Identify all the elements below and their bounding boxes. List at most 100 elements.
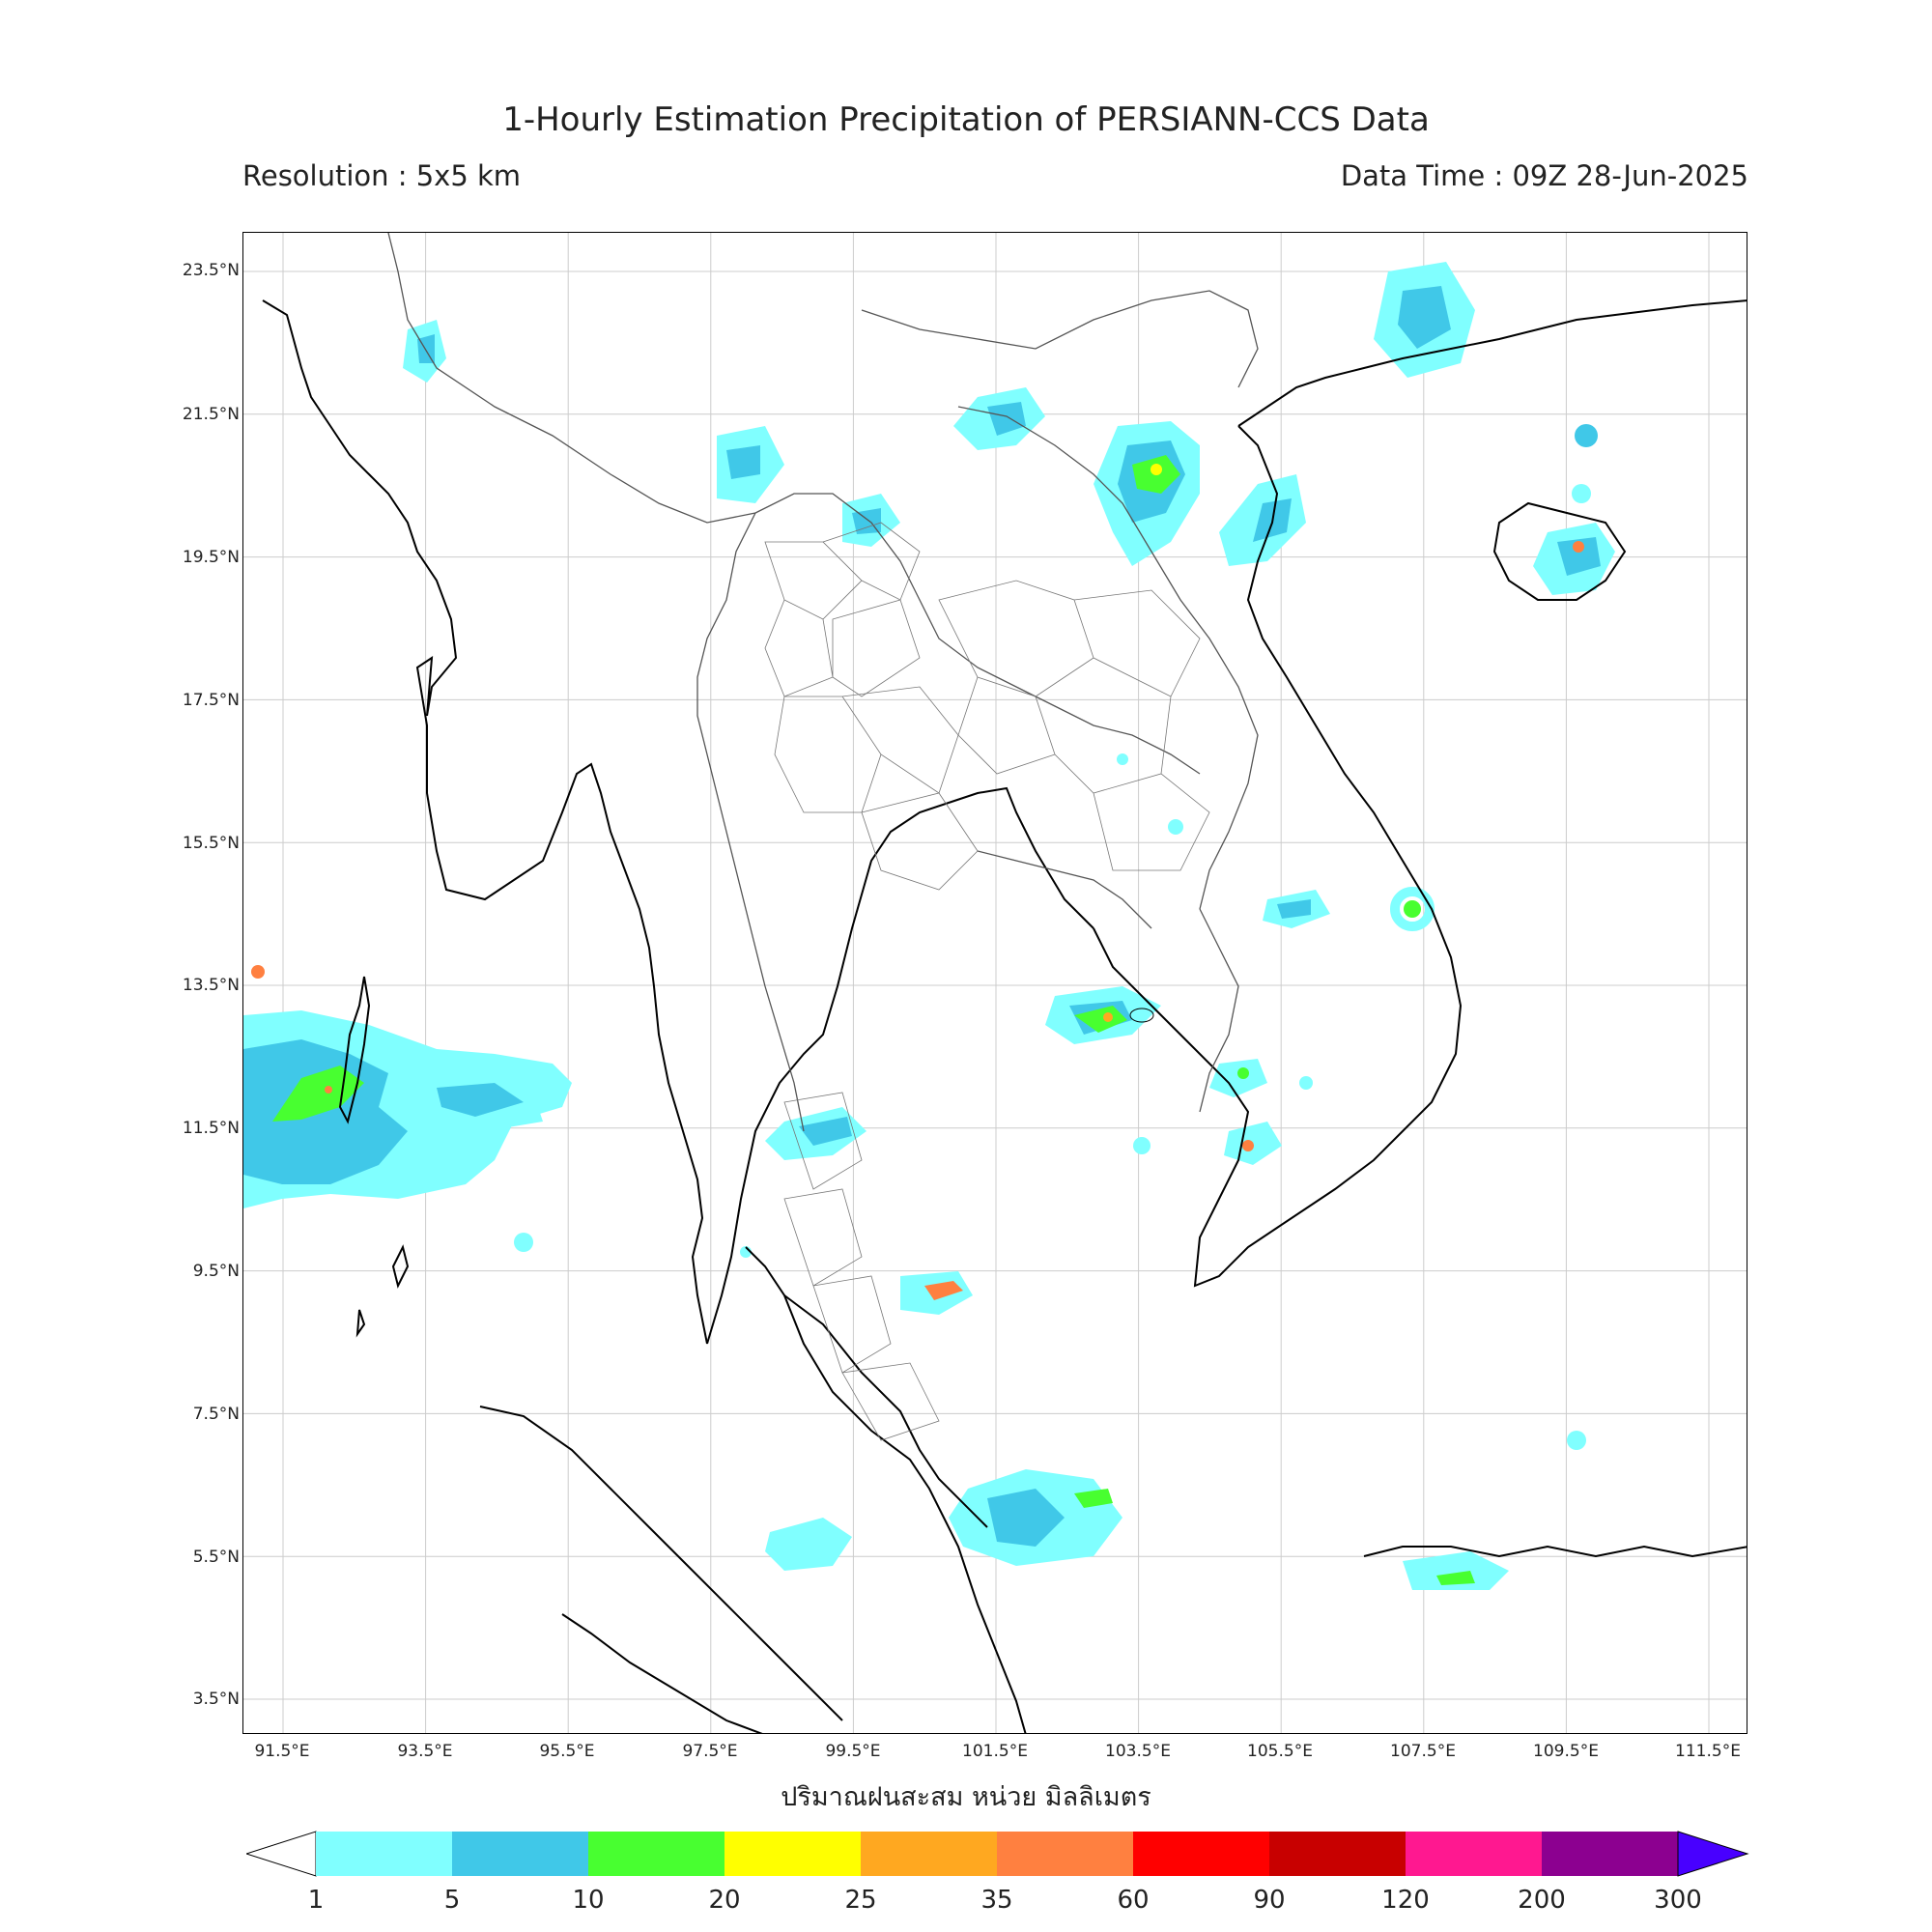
- resolution-label: Resolution : 5x5 km: [242, 159, 522, 192]
- lat-label: 17.5°N: [182, 691, 240, 710]
- lon-label: 91.5°E: [254, 1742, 310, 1761]
- colorbar-bins: [316, 1832, 1678, 1876]
- colorbar-label: 60: [1117, 1886, 1150, 1915]
- colorbar-bin: [316, 1832, 452, 1876]
- rain-cell-sm-9: [1168, 819, 1183, 835]
- rain-cell-east-ring: [1390, 887, 1435, 931]
- colorbar-bin: [1269, 1832, 1406, 1876]
- coast-sumatra: [561, 1613, 763, 1733]
- lon-label: 111.5°E: [1675, 1742, 1741, 1761]
- lat-label: 21.5°N: [182, 405, 240, 424]
- map-title: 1-Hourly Estimation Precipitation of PER…: [502, 100, 1430, 139]
- lon-label: 93.5°E: [397, 1742, 453, 1761]
- border-cn: [861, 290, 1259, 388]
- lon-label: 99.5°E: [825, 1742, 881, 1761]
- colorbar-bin: [724, 1832, 861, 1876]
- rain-cell-andaman-2-core: [437, 1083, 524, 1117]
- colorbar-label: 5: [443, 1886, 461, 1915]
- colorbar-bin: [1133, 1832, 1269, 1876]
- lat-label: 3.5°N: [192, 1690, 240, 1709]
- rain-cell-nw-2: [417, 334, 435, 363]
- data-time-label: Data Time : 09Z 28-Jun-2025: [1340, 159, 1748, 192]
- colorbar: [246, 1831, 1749, 1877]
- rain-cell-mm-1-core: [726, 445, 760, 479]
- colorbar-label: 120: [1381, 1886, 1430, 1915]
- lon-label: 107.5°E: [1390, 1742, 1456, 1761]
- axis-caption: ปริมาณฝนสะสม หน่วย มิลลิเมตร: [781, 1782, 1151, 1812]
- rain-cell-laos-peak: [1151, 464, 1162, 475]
- rain-cell-sm-2: [1133, 1137, 1151, 1154]
- lat-label: 9.5°N: [192, 1262, 240, 1281]
- country-borders: [387, 233, 1259, 1132]
- coast-cambodia-vietnam: [1093, 425, 1463, 1288]
- rain-cell-hainan-core: [1557, 537, 1601, 576]
- rain-cell-sm-5: [1567, 1431, 1586, 1450]
- precipitation-map[interactable]: [242, 232, 1747, 1734]
- lon-label: 103.5°E: [1105, 1742, 1171, 1761]
- border-kh-vn: [1199, 908, 1239, 1113]
- colorbar-label: 1: [307, 1886, 325, 1915]
- colorbar-label: 20: [708, 1886, 741, 1915]
- lat-label: 11.5°N: [182, 1119, 240, 1138]
- lat-label: 7.5°N: [192, 1405, 240, 1424]
- colorbar-under-triangle: [246, 1831, 317, 1877]
- border-th-la: [754, 493, 1201, 775]
- rain-cell-surat-heavy: [924, 1281, 963, 1300]
- grid-lines: [243, 233, 1747, 1733]
- rain-cell-cambodia-peak: [1103, 1012, 1113, 1022]
- coast-andaman-island: [338, 976, 371, 1124]
- rain-cell-east-dot: [1404, 900, 1421, 918]
- border-th-kh: [977, 850, 1152, 929]
- rain-cell-sm-3: [1299, 1076, 1313, 1090]
- rain-cell-sm-6: [1572, 484, 1591, 503]
- rain-cells: [243, 262, 1615, 1590]
- province-borders: [764, 522, 1210, 1441]
- rain-cell-south-sea-core: [1436, 1571, 1475, 1585]
- map-canvas: [243, 233, 1747, 1733]
- coast-myanmar: [262, 299, 708, 1345]
- colorbar-label: 35: [980, 1886, 1013, 1915]
- province-lines-northeast: [938, 580, 1210, 871]
- lat-label: 23.5°N: [182, 261, 240, 280]
- rain-cell-sm-8: [1117, 753, 1128, 765]
- province-lines-central: [774, 686, 979, 891]
- rain-cell-malay-heavy: [1074, 1489, 1113, 1508]
- lat-label: 5.5°N: [192, 1548, 240, 1567]
- rain-cell-mekong: [1209, 1059, 1267, 1097]
- coast-hainan: [1492, 501, 1627, 601]
- rain-cell-sm-4: [514, 1233, 533, 1252]
- coast-borneo: [1363, 1545, 1747, 1558]
- coast-gulf-thailand: [783, 1294, 988, 1528]
- coast-island-small: [355, 1309, 366, 1338]
- border-mm-cn: [387, 233, 756, 524]
- coast-china-south: [1237, 299, 1747, 427]
- rain-cell-delta-peak: [1242, 1140, 1254, 1151]
- rain-cell-south-sea: [1403, 1551, 1509, 1590]
- colorbar-label: 10: [572, 1886, 605, 1915]
- border-la-vn: [957, 406, 1259, 910]
- rain-cell-mekong-peak: [1237, 1067, 1249, 1079]
- rain-cell-vn-south-core: [1277, 899, 1311, 919]
- colorbar-bin: [1542, 1832, 1678, 1876]
- rain-cell-malay-core: [987, 1489, 1065, 1547]
- coast-sumatra-north: [479, 1406, 843, 1721]
- lon-label: 109.5°E: [1533, 1742, 1599, 1761]
- rain-cell-china-core: [1398, 286, 1451, 349]
- lon-label: 97.5°E: [682, 1742, 738, 1761]
- colorbar-bin: [1406, 1832, 1542, 1876]
- coastlines: [262, 299, 1747, 1733]
- colorbar-label: 25: [844, 1886, 877, 1915]
- colorbar-label: 90: [1253, 1886, 1286, 1915]
- colorbar-bin: [588, 1832, 724, 1876]
- rain-cell-sm-7: [1575, 424, 1598, 447]
- rain-cell-north-th-core: [852, 508, 881, 534]
- colorbar-bin: [861, 1832, 997, 1876]
- colorbar-over-triangle: [1677, 1831, 1749, 1877]
- tonle-sap: [1129, 1008, 1154, 1023]
- rain-cell-andaman-heavy: [272, 1065, 364, 1122]
- rain-cell-cambodia-heavy: [1074, 1006, 1127, 1033]
- rain-cell-hainan-peak: [1573, 541, 1584, 553]
- lat-label: 13.5°N: [182, 976, 240, 995]
- colorbar-bin: [452, 1832, 588, 1876]
- lon-label: 105.5°E: [1247, 1742, 1313, 1761]
